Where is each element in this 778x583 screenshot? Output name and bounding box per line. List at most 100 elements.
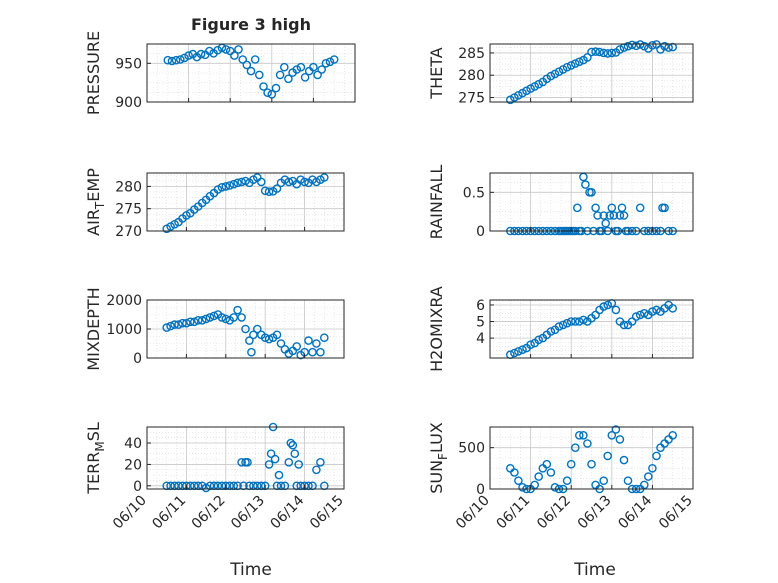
data-point <box>250 55 260 64</box>
y-tick-label: 2000 <box>106 293 142 309</box>
data-point <box>312 339 321 348</box>
data-point <box>182 318 191 328</box>
subplot-3: 0 0.5 RAINFALL <box>427 165 694 240</box>
data-point <box>534 472 544 481</box>
data-point <box>668 303 678 313</box>
data-point <box>263 88 272 97</box>
data-point <box>554 322 564 331</box>
y-tick-label: 0 <box>133 479 142 495</box>
data-point <box>631 41 641 51</box>
data-point <box>566 317 576 326</box>
data-point <box>178 318 187 328</box>
data-point <box>256 177 266 187</box>
x-axis-label-right: Time <box>573 560 616 580</box>
data-point <box>652 305 661 315</box>
data-point <box>237 313 246 322</box>
data-point <box>573 203 582 213</box>
data-point <box>526 340 535 350</box>
y-tick-label: 5 <box>476 315 485 331</box>
data-point <box>237 457 246 467</box>
y-tick-label: 285 <box>458 46 485 62</box>
data-point <box>518 345 527 355</box>
data-point <box>325 57 335 67</box>
data-point <box>184 51 193 60</box>
data-point <box>635 310 645 320</box>
data-point <box>288 440 298 450</box>
data-point <box>522 86 531 96</box>
data-point <box>571 59 580 68</box>
data-point <box>321 59 331 68</box>
data-point <box>648 463 657 473</box>
data-point <box>274 470 284 480</box>
data-point <box>171 55 181 65</box>
data-point <box>313 70 322 80</box>
axes-box <box>146 43 356 103</box>
data-point <box>640 308 649 318</box>
data-point <box>264 460 274 469</box>
y-axis-label: PRESSURE <box>84 31 103 115</box>
data-point <box>644 472 653 481</box>
data-point <box>230 51 239 60</box>
data-point <box>260 186 270 196</box>
data-point <box>627 317 637 326</box>
data-point <box>294 460 304 469</box>
data-point <box>304 336 313 345</box>
data-point <box>264 334 274 344</box>
y-axis-label: MIXDEPTH <box>84 287 103 370</box>
data-point <box>300 177 309 187</box>
data-point <box>312 465 321 475</box>
data-point <box>196 49 206 59</box>
subplot-1: 275 280 285 THETA <box>427 40 694 107</box>
data-point <box>254 70 264 80</box>
y-tick-label: 0 <box>476 224 485 240</box>
data-point <box>217 313 227 322</box>
y-tick-label: 40 <box>124 436 142 452</box>
data-point <box>534 79 544 89</box>
y-tick-label: 0.5 <box>463 185 485 201</box>
data-point <box>514 476 523 486</box>
data-point <box>233 305 242 315</box>
y-tick-label: 280 <box>458 68 485 84</box>
y-axis-label: TERRMSL <box>84 422 107 495</box>
x-axis-label-left: Time <box>229 560 272 580</box>
data-point <box>225 46 235 56</box>
data-point <box>558 320 568 330</box>
data-point <box>259 82 268 91</box>
data-point <box>276 339 286 348</box>
data-point <box>518 482 527 492</box>
y-tick-label: 275 <box>458 91 485 107</box>
data-point <box>611 305 621 315</box>
data-point <box>221 45 231 54</box>
data-point <box>619 455 629 465</box>
y-tick-label: 280 <box>115 179 142 195</box>
axes-box <box>146 172 345 232</box>
data-point <box>170 320 179 329</box>
data-point <box>229 179 238 189</box>
data-point <box>217 182 227 192</box>
y-tick-label: 20 <box>124 457 142 473</box>
y-tick-label: 500 <box>458 441 485 457</box>
data-point <box>554 67 564 76</box>
y-tick-label: 6 <box>476 298 485 314</box>
data-point <box>245 336 254 345</box>
axes-box <box>489 172 694 232</box>
data-point <box>566 459 576 469</box>
data-point <box>266 449 276 459</box>
axes-box <box>489 299 694 359</box>
data-point <box>189 317 199 327</box>
data-point <box>619 320 629 330</box>
data-point <box>623 476 633 486</box>
data-point <box>514 347 523 356</box>
data-point <box>221 314 231 324</box>
data-point <box>615 435 625 444</box>
data-point <box>587 47 596 57</box>
data-point <box>290 449 300 459</box>
data-point <box>309 62 318 72</box>
data-point <box>197 315 207 325</box>
y-tick-label: 950 <box>115 56 142 72</box>
data-point <box>601 218 611 228</box>
data-point <box>201 314 211 324</box>
data-point <box>292 342 302 351</box>
